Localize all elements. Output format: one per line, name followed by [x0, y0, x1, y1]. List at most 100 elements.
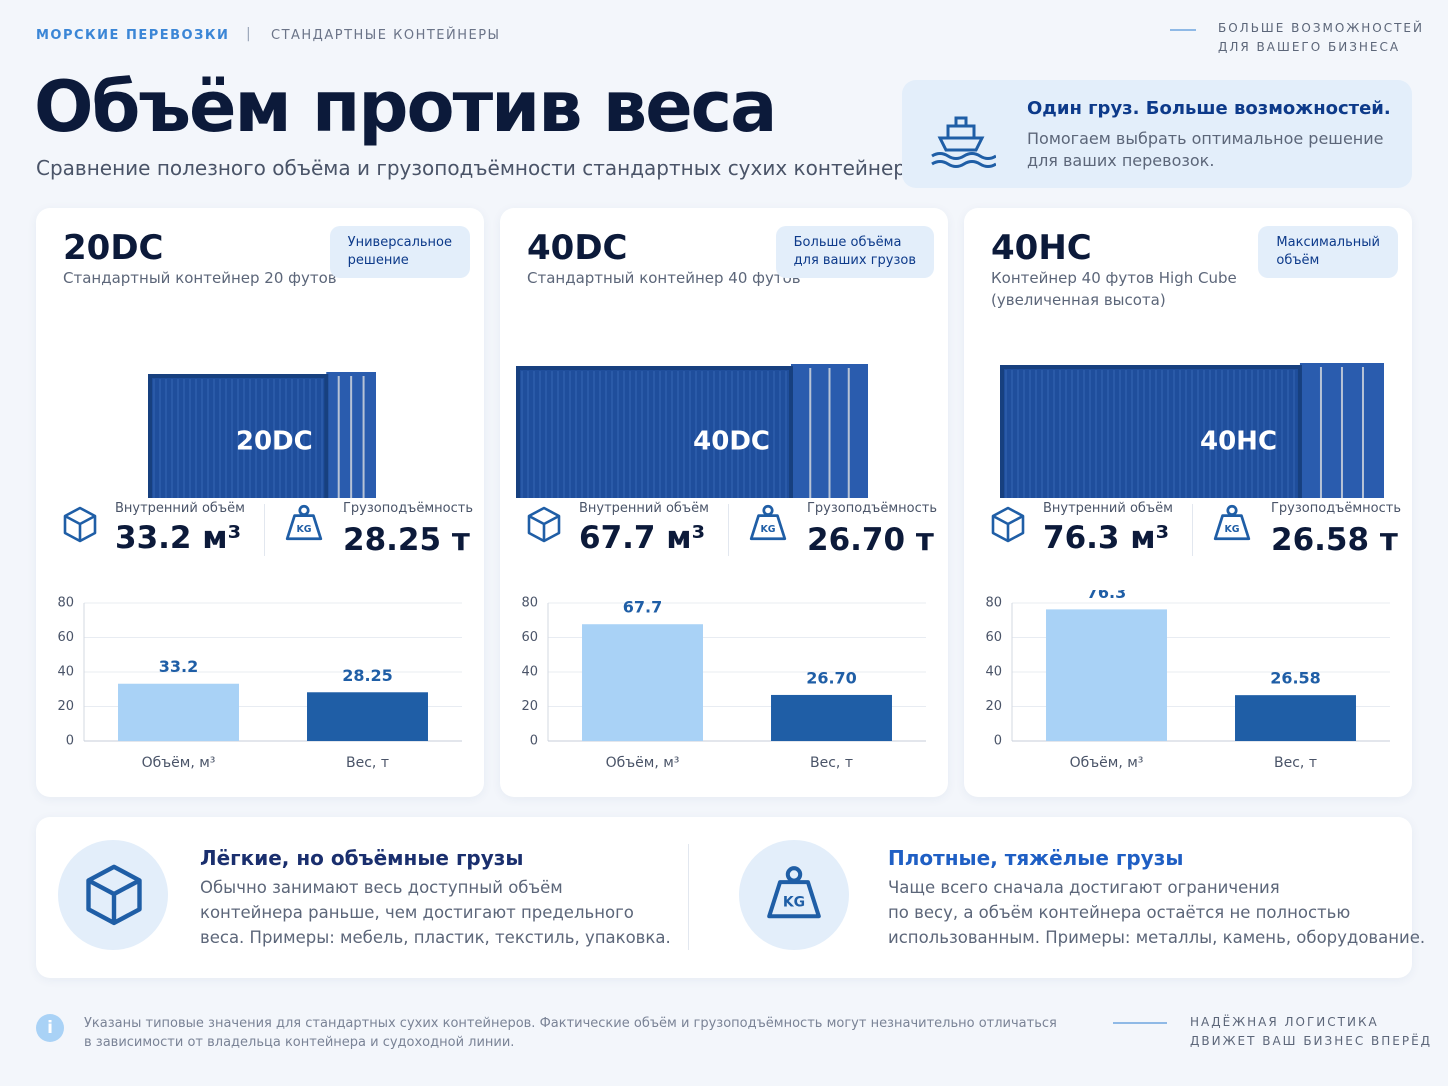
cube-shape: [86, 864, 142, 926]
note-icon-circle: [58, 840, 168, 950]
badge-text: Максимальный: [1276, 235, 1380, 250]
kg-ring: [762, 504, 774, 516]
cube-shape: [991, 506, 1025, 543]
kg-icon: KG: [285, 504, 323, 541]
y-tick-label: 60: [57, 630, 74, 645]
stat-value: 33.2 м³: [115, 520, 242, 556]
badge-text: объём: [1276, 253, 1320, 268]
cube-shape: [63, 506, 97, 543]
stat-label: Грузоподъёмность: [1271, 501, 1402, 516]
y-tick-label: 20: [57, 699, 74, 714]
stat-divider: [1192, 504, 1193, 556]
y-tick-label: 80: [521, 596, 538, 611]
container-name: 40DC: [527, 228, 628, 268]
disclaimer: в зависимости от владельца контейнера и …: [84, 1035, 515, 1050]
deco-line: [1113, 1022, 1167, 1024]
chart: 0 20 40 60 80 76.3 Объём, м³ 26.58 Вес, т: [985, 590, 1390, 771]
category: МОРСКИЕ ПЕРЕВОЗКИ: [36, 28, 230, 43]
y-tick-label: 40: [57, 665, 74, 680]
container-desc: (увеличенная высота): [991, 291, 1166, 309]
badge: Больше объёма для ваших грузов: [775, 226, 934, 278]
y-tick-label: 0: [66, 734, 74, 749]
note-text: веса. Примеры: мебель, пластик, текстиль…: [200, 928, 671, 947]
container-label: 40HC: [1200, 427, 1277, 457]
kg-text: KG: [1224, 524, 1239, 535]
stat-label: Грузоподъёмность: [343, 501, 474, 516]
bar: [582, 624, 703, 741]
cube-icon: [63, 506, 97, 543]
container-card: 40HC Контейнер 40 футов High Cube (увеличе…: [964, 208, 1412, 797]
x-tick-label: Вес, т: [346, 755, 389, 771]
kg-body: [285, 514, 323, 541]
bar: [118, 683, 239, 741]
container-desc: Стандартный контейнер 20 футов: [63, 269, 337, 287]
container-image: 20DC: [148, 372, 376, 498]
cube-icon: [991, 506, 1025, 543]
kg-text: KG: [783, 894, 805, 910]
stat-label: Грузоподъёмность: [807, 501, 938, 516]
stat-label: Внутренний объём: [579, 501, 709, 516]
cube-icon: [527, 506, 561, 543]
badge-text: решение: [347, 253, 409, 268]
stat-value: 28.25 т: [343, 522, 470, 558]
stat-divider: [264, 504, 265, 556]
stat-value: 26.58 т: [1271, 522, 1398, 558]
kg-ring: [785, 866, 803, 883]
kg-icon: KG: [767, 866, 821, 919]
badge-text: для ваших грузов: [793, 253, 916, 268]
container-desc: Контейнер 40 футов High Cube: [991, 269, 1237, 287]
container-card: 20DC Стандартный контейнер 20 футов Универ…: [36, 208, 484, 797]
y-tick-label: 80: [985, 596, 1002, 611]
chart: 0 20 40 60 80 33.2 Объём, м³ 28.25 Вес, т: [57, 596, 462, 771]
x-tick-label: Объём, м³: [606, 755, 680, 771]
x-tick-label: Объём, м³: [1070, 755, 1144, 771]
kg-ring: [1226, 504, 1238, 516]
disclaimer: Указаны типовые значения для стандартных…: [84, 1016, 1057, 1031]
tagline: ДЛЯ ВАШЕГО БИЗНЕСА: [1218, 40, 1401, 54]
container-frame: [516, 366, 793, 498]
subtitle: Сравнение полезного объёма и грузоподъём…: [36, 156, 937, 180]
value-label: 67.7: [623, 598, 662, 617]
bar: [771, 694, 892, 741]
kg-text: KG: [296, 524, 311, 535]
note-text: Чаще всего сначала достигают ограничения: [888, 878, 1280, 897]
tagline: БОЛЬШЕ ВОЗМОЖНОСТЕЙ: [1218, 21, 1424, 35]
container-card: 40DC Стандартный контейнер 40 футов Больше…: [500, 208, 948, 797]
deco-line: [1170, 29, 1196, 31]
promo-title: Один груз. Больше возможностей.: [1027, 98, 1391, 119]
badge: Универсальное решение: [329, 226, 470, 278]
note-text: Обычно занимают весь доступный объём: [200, 878, 563, 897]
slogan: ДВИЖЕТ ВАШ БИЗНЕС ВПЕРЁД: [1190, 1034, 1433, 1048]
x-tick-label: Вес, т: [1274, 755, 1317, 771]
value-label: 76.3: [1087, 590, 1126, 602]
value-label: 28.25: [342, 666, 393, 685]
note-text: использованным. Примеры: металлы, камень…: [888, 928, 1426, 947]
badge-text: Универсальное: [347, 235, 452, 250]
chart: 0 20 40 60 80 67.7 Объём, м³ 26.70 Вес, т: [521, 596, 926, 771]
bar: [1235, 695, 1356, 741]
kg-ring: [298, 504, 310, 516]
x-tick-label: Объём, м³: [142, 755, 216, 771]
kg-body: [1213, 514, 1251, 541]
bar: [1046, 609, 1167, 741]
promo-text: Помогаем выбрать оптимальное решение: [1027, 129, 1384, 148]
container-label: 40DC: [693, 427, 770, 457]
y-tick-label: 0: [994, 734, 1002, 749]
badge-text: Больше объёма: [793, 235, 902, 250]
stat-value: 26.70 т: [807, 522, 934, 558]
slogan: НАДЁЖНАЯ ЛОГИСТИКА: [1190, 1015, 1379, 1029]
notes-panel: Лёгкие, но объёмные грузы Обычно занимают…: [36, 817, 1425, 978]
promo-text: для ваших перевозок.: [1027, 151, 1215, 170]
value-label: 26.70: [806, 668, 857, 687]
note-divider: [688, 844, 689, 950]
container-frame: [148, 374, 329, 498]
y-tick-label: 40: [985, 665, 1002, 680]
note-icon-circle: KG: [739, 840, 849, 950]
separator: |: [246, 26, 251, 42]
y-tick-label: 80: [57, 596, 74, 611]
value-label: 33.2: [159, 657, 198, 676]
info-icon: i: [36, 1014, 64, 1042]
kg-body: [749, 514, 787, 541]
x-tick-label: Вес, т: [810, 755, 853, 771]
